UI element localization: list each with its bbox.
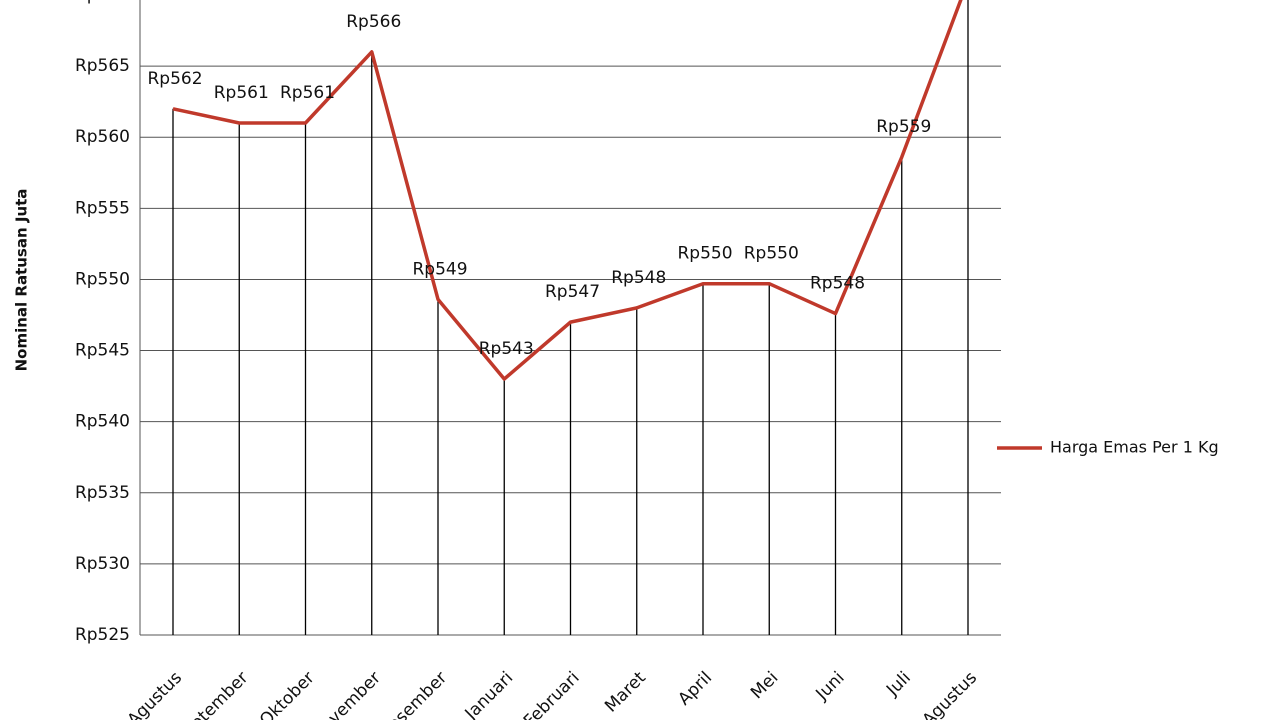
- y-tick-label: Rp555: [75, 198, 130, 218]
- data-label: Rp566: [346, 12, 401, 32]
- data-label: Rp548: [611, 268, 666, 288]
- x-tick-label: Agustus: [919, 668, 982, 720]
- data-label: Rp547: [545, 282, 600, 302]
- series-line: [172, 0, 963, 381]
- x-tick-label: Mei: [747, 668, 782, 703]
- data-label: Rp562: [147, 69, 202, 89]
- x-tick-label: Maret: [601, 668, 650, 717]
- y-tick-label: Rp565: [75, 56, 130, 76]
- x-tick-label: Desember: [375, 668, 451, 720]
- data-label: Rp543: [479, 339, 534, 359]
- data-label: Rp561: [280, 83, 335, 103]
- data-label: Rp559: [876, 117, 931, 137]
- y-tick-label: Rp570: [75, 0, 130, 5]
- data-label: Rp548: [810, 274, 865, 294]
- y-tick-label: Rp530: [75, 554, 130, 574]
- y-tick-label: Rp550: [75, 269, 130, 289]
- x-tick-label: Juni: [812, 668, 849, 705]
- x-tick-label: April: [674, 668, 716, 710]
- x-tick-label: November: [308, 668, 385, 720]
- y-tick-label: Rp525: [75, 625, 130, 645]
- data-label: Rp549: [412, 259, 467, 279]
- y-axis-title: Nominal Ratusan Juta: [13, 189, 31, 372]
- x-tick-label: Januari: [461, 668, 518, 720]
- y-tick-label: Rp545: [75, 341, 130, 361]
- data-label: Rp550: [744, 244, 799, 264]
- y-tick-label: Rp535: [75, 483, 130, 503]
- data-label: Rp550: [677, 244, 732, 264]
- y-tick-label: Rp540: [75, 412, 130, 432]
- x-tick-label: Agustus: [124, 668, 187, 720]
- x-tick-label: Oktober: [256, 668, 319, 720]
- data-label: Rp561: [214, 83, 269, 103]
- x-tick-label: September: [172, 668, 253, 720]
- x-tick-label: Juli: [882, 668, 915, 701]
- x-tick-label: Februari: [520, 668, 584, 720]
- legend-label: Harga Emas Per 1 Kg: [1050, 438, 1219, 457]
- y-tick-label: Rp560: [75, 127, 130, 147]
